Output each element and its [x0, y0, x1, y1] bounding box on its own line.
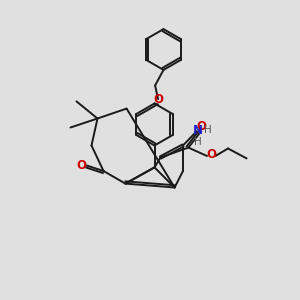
Text: O: O [207, 148, 217, 161]
Text: H: H [194, 137, 202, 147]
Text: H: H [204, 125, 212, 135]
Text: O: O [196, 120, 207, 133]
Text: O: O [76, 158, 87, 172]
Text: N: N [193, 124, 203, 137]
Text: O: O [153, 93, 164, 106]
